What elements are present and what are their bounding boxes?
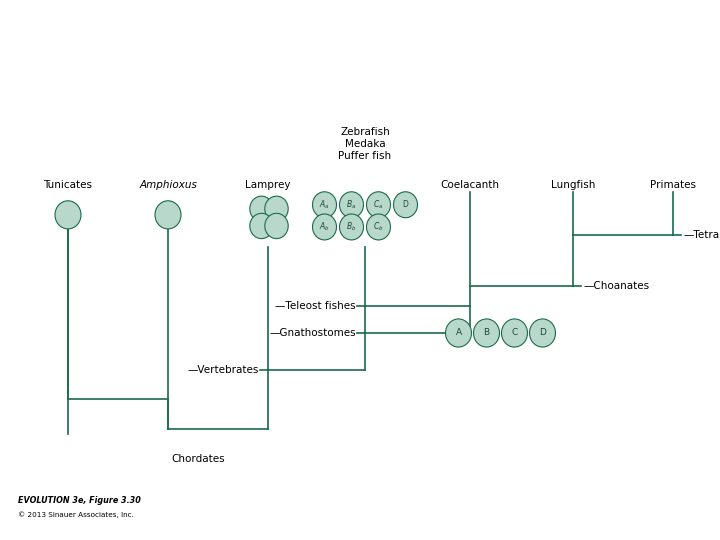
Ellipse shape xyxy=(55,201,81,229)
Ellipse shape xyxy=(502,319,528,347)
Text: Zebrafish
Medaka
Puffer fish: Zebrafish Medaka Puffer fish xyxy=(338,126,392,161)
Text: —Gnathostomes: —Gnathostomes xyxy=(269,328,356,338)
Text: EVOLUTION 3e, Figure 3.30: EVOLUTION 3e, Figure 3.30 xyxy=(18,496,141,505)
Ellipse shape xyxy=(446,319,472,347)
Text: Primates: Primates xyxy=(650,180,696,190)
Text: D: D xyxy=(402,200,408,209)
Ellipse shape xyxy=(340,214,364,240)
Ellipse shape xyxy=(312,192,336,218)
Ellipse shape xyxy=(366,192,390,218)
Text: Coelacanth: Coelacanth xyxy=(441,180,500,190)
Text: Lamprey: Lamprey xyxy=(246,180,291,190)
Ellipse shape xyxy=(394,192,418,218)
Ellipse shape xyxy=(312,214,336,240)
Ellipse shape xyxy=(265,196,288,221)
Text: D: D xyxy=(539,328,546,338)
Text: —Vertebrates: —Vertebrates xyxy=(188,366,259,375)
Ellipse shape xyxy=(340,192,364,218)
Text: $B_b$: $B_b$ xyxy=(346,221,356,233)
Text: $C_a$: $C_a$ xyxy=(374,199,384,211)
Text: C: C xyxy=(511,328,518,338)
Text: Amphioxus: Amphioxus xyxy=(139,180,197,190)
Text: $C_b$: $C_b$ xyxy=(373,221,384,233)
Text: $B_a$: $B_a$ xyxy=(346,199,356,211)
Ellipse shape xyxy=(474,319,500,347)
Ellipse shape xyxy=(366,214,390,240)
Ellipse shape xyxy=(155,201,181,229)
Text: © 2013 Sinauer Associates, Inc.: © 2013 Sinauer Associates, Inc. xyxy=(18,511,134,518)
Ellipse shape xyxy=(250,213,273,239)
Ellipse shape xyxy=(250,196,273,221)
Text: Tunicates: Tunicates xyxy=(43,180,92,190)
Text: $A_a$: $A_a$ xyxy=(319,199,330,211)
Ellipse shape xyxy=(265,213,288,239)
Text: —Tetrapods: —Tetrapods xyxy=(683,230,720,240)
Text: Figure 3.30  Duplications of the Hox genes: Figure 3.30 Duplications of the Hox gene… xyxy=(9,10,320,25)
Text: B: B xyxy=(483,328,490,338)
Text: Lungfish: Lungfish xyxy=(551,180,595,190)
Ellipse shape xyxy=(529,319,556,347)
Text: —Choanates: —Choanates xyxy=(583,281,649,291)
Text: $A_b$: $A_b$ xyxy=(319,221,330,233)
Text: —Teleost fishes: —Teleost fishes xyxy=(275,301,356,310)
Text: Chordates: Chordates xyxy=(171,454,225,464)
Text: A: A xyxy=(456,328,462,338)
